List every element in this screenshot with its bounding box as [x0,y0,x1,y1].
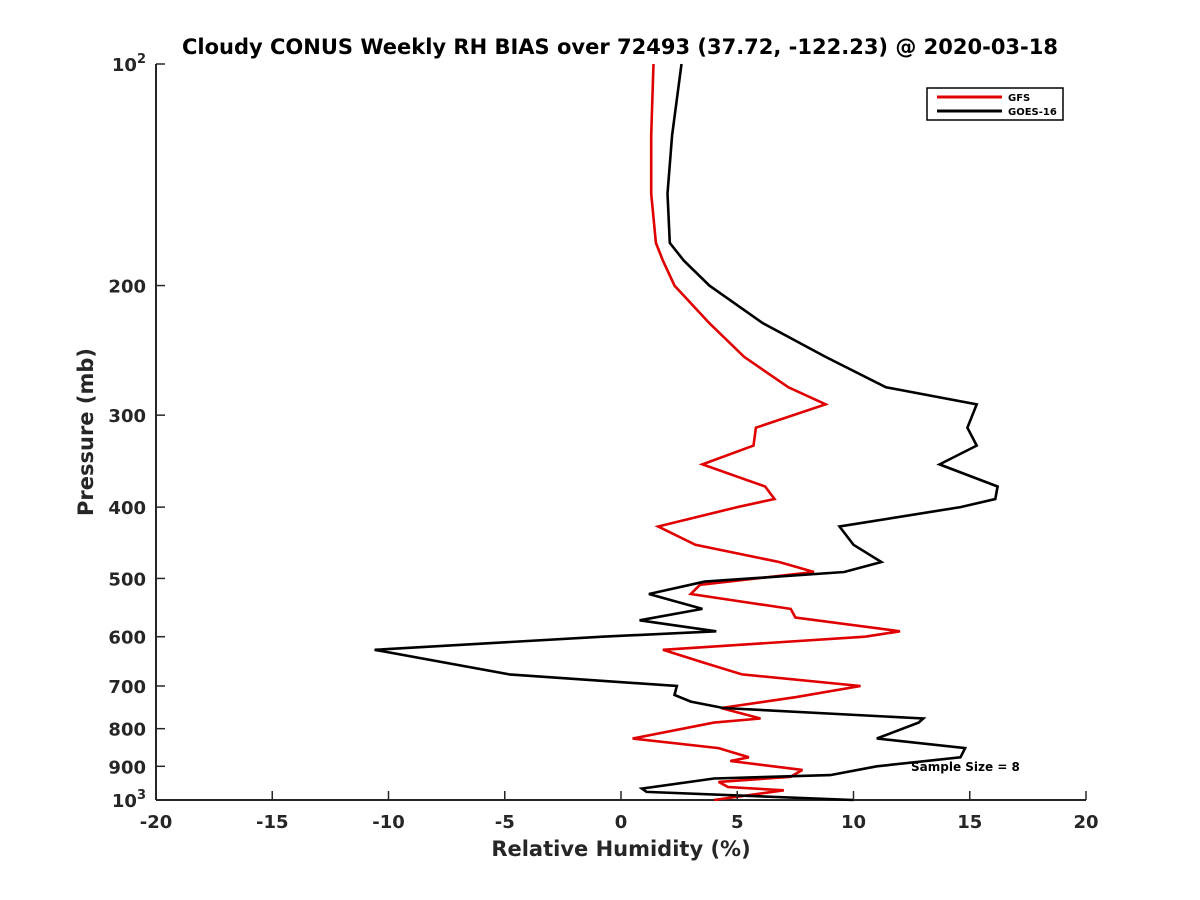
x-axis-label: Relative Humidity (%) [491,837,750,861]
chart-title: Cloudy CONUS Weekly RH BIAS over 72493 (… [182,35,1058,59]
series-layer [374,63,1000,802]
y-tick-label: 102 [112,52,146,76]
x-tick-label: 20 [1073,812,1098,833]
sample-size-annotation: Sample Size = 8 [911,760,1020,774]
y-tick-label: 900 [108,757,146,778]
series-line-gfs [632,63,901,802]
y-tick-label: 103 [112,788,146,812]
x-tick-label: 5 [731,812,744,833]
y-axis-ticks: 102 200 300 400 500 600 700 800 900 103 [108,52,165,812]
y-tick-label: 300 [108,406,146,427]
y-axis-label: Pressure (mb) [74,348,98,516]
y-tick-label: 200 [108,277,146,298]
y-tick-label: 400 [108,498,146,519]
x-tick-label: -20 [140,812,173,833]
y-tick-label: 700 [108,677,146,698]
y-tick-label: 600 [108,628,146,649]
legend-box [926,87,1064,121]
x-axis-ticks: -20 -15 -10 -5 0 5 10 15 20 [140,791,1099,833]
x-tick-label: 15 [957,812,982,833]
plot-area [155,63,1086,802]
y-tick-label: 500 [108,569,146,590]
legend-label-goes16: GOES-16 [1008,107,1057,118]
x-tick-label: -10 [372,812,405,833]
x-tick-label: -5 [495,812,515,833]
x-tick-label: 10 [841,812,866,833]
x-tick-label: 0 [615,812,628,833]
y-tick-label: 800 [108,720,146,741]
x-tick-label: -15 [256,812,289,833]
series-line-goes16 [374,63,1000,802]
legend-label-gfs: GFS [1008,93,1030,104]
legend: GFS GOES-16 [926,87,1064,121]
